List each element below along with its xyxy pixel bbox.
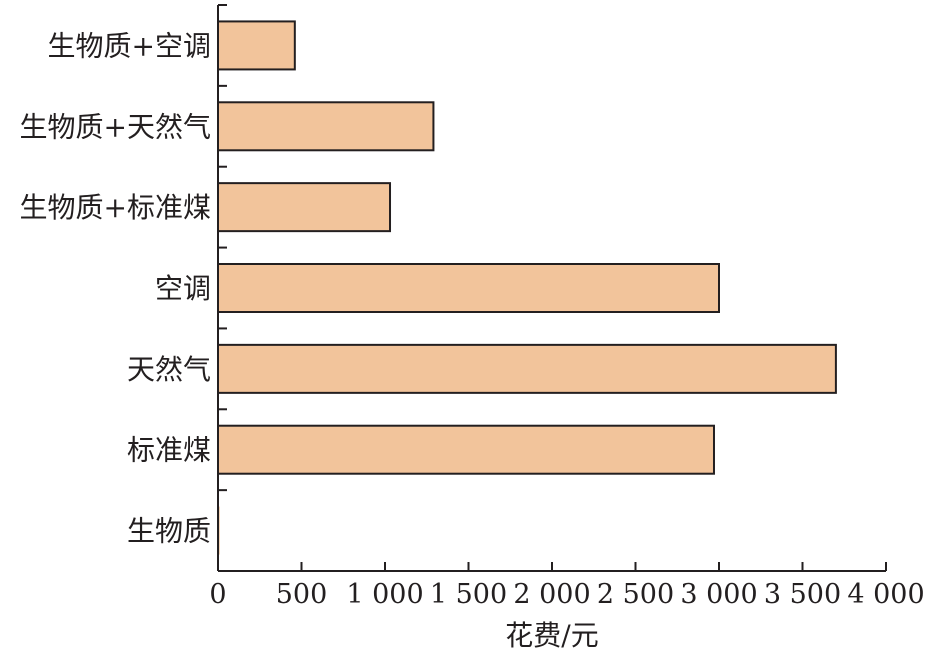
x-tick-label-4: 1 500 [430,579,507,610]
bar-1 [217,20,296,71]
x-tick-label-6: 2 500 [597,579,674,610]
category-label-2: 生物质+天然气 [20,110,211,143]
x-tick-label-8: 3 500 [764,579,841,610]
x-ticks-group [217,562,887,571]
bar-4 [217,263,720,313]
category-label-1: 生物质+空调 [48,29,211,62]
bar-5 [217,343,837,394]
category-label-6: 标准煤 [127,434,211,467]
x-tick-label-1: 0 [209,579,226,610]
category-label-7: 生物质 [127,515,211,548]
x-tick-labels-group: 0 500 1 000 1 500 2 000 2 500 3 000 3 500 4 000 [209,579,924,610]
bar-6 [217,424,715,475]
bar-2 [217,101,435,152]
x-tick-label-5: 2 000 [513,579,590,610]
x-tick-label-3: 1 000 [346,579,423,610]
y-ticks-group [218,4,227,572]
bars-group [217,20,837,555]
category-label-4: 空调 [155,272,211,305]
category-label-3: 生物质+标准煤 [20,191,211,224]
category-label-5: 天然气 [127,353,211,386]
x-tick-label-9: 4 000 [847,579,924,610]
x-tick-label-7: 3 000 [680,579,757,610]
x-axis-title: 花费/元 [505,619,598,652]
x-tick-label-2: 500 [276,579,328,610]
bar-3 [217,182,392,233]
